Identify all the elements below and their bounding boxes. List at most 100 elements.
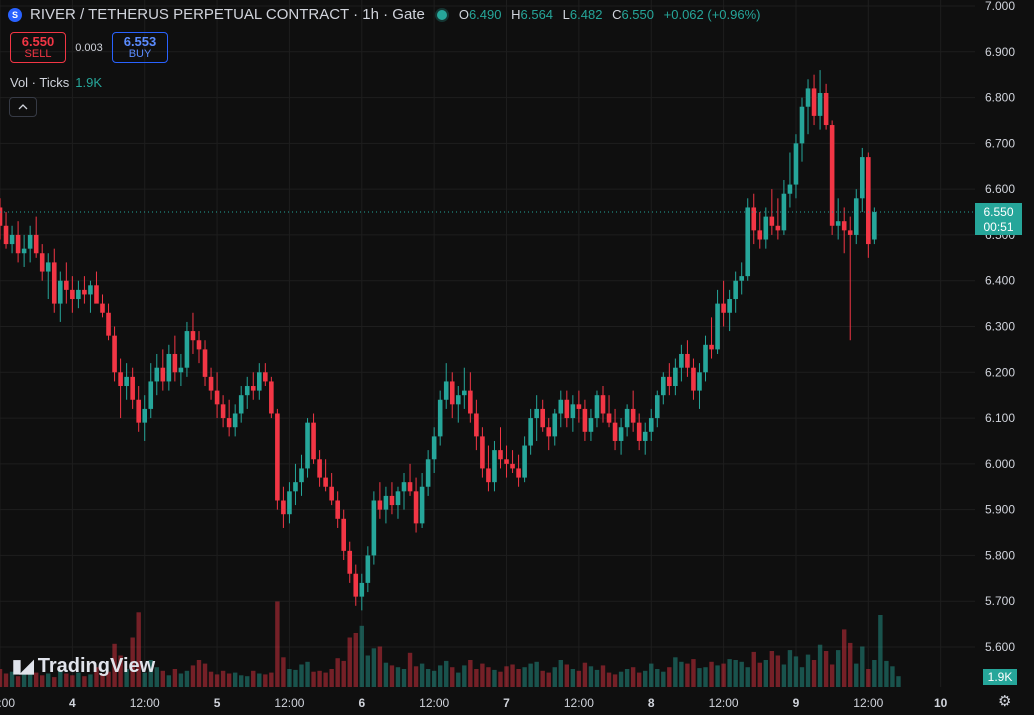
volume-bar — [27, 674, 33, 687]
volume-bar — [389, 665, 395, 687]
sell-label: SELL — [24, 47, 52, 60]
volume-bar — [124, 669, 129, 687]
volume-bar — [160, 670, 166, 687]
candle-body — [317, 459, 322, 478]
volume-bar — [58, 670, 63, 687]
candle-body — [805, 88, 811, 107]
volume-bar — [733, 660, 738, 687]
volume-bar — [534, 661, 539, 687]
volume-bar — [842, 629, 847, 687]
candle-body — [281, 500, 286, 515]
logo-text: TradingView — [37, 655, 156, 677]
symbol-logo-icon[interactable]: S — [8, 7, 22, 22]
volume-bar — [751, 651, 756, 687]
candle-body — [353, 573, 359, 597]
volume-bar — [510, 664, 515, 687]
volume-bar — [305, 661, 310, 687]
volume-bar — [504, 666, 509, 687]
candle-body — [715, 303, 720, 350]
volume-bar — [419, 663, 425, 687]
price-axis[interactable]: 7.0006.9006.8006.7006.6006.5006.4006.300… — [985, 0, 1015, 654]
tradingview-logo[interactable]: ▮◢ TradingView — [12, 655, 155, 678]
volume-bar — [94, 667, 99, 687]
candle-body — [600, 395, 606, 414]
volume-bar — [854, 663, 859, 687]
volume-bar — [727, 659, 732, 687]
candle-body — [474, 413, 479, 437]
candle-body — [124, 376, 129, 387]
candle-body — [673, 367, 678, 387]
buy-button[interactable]: 6.553 BUY — [112, 32, 168, 63]
volume-bar — [462, 665, 467, 687]
change-value: +0.062 (+0.96%) — [663, 7, 761, 22]
volume-bar — [395, 667, 401, 687]
candle-body — [552, 413, 558, 437]
volume-bar — [450, 667, 455, 687]
candle-body — [118, 372, 123, 387]
volume-bar — [154, 667, 159, 687]
candle-body — [275, 413, 280, 501]
volume-legend-value: 1.9K — [75, 75, 102, 90]
candle-body — [335, 500, 340, 519]
candle-body — [431, 436, 437, 460]
candle-body — [256, 372, 262, 391]
candle-body — [859, 157, 865, 199]
volume-bar — [0, 669, 3, 687]
candle-body — [594, 395, 600, 419]
settings-gear-icon[interactable]: ⚙ — [998, 693, 1012, 710]
sell-button[interactable]: 6.550 SELL — [10, 32, 66, 63]
price-tick-label: 6.300 — [985, 320, 1015, 334]
candle-body — [130, 376, 135, 400]
volume-bar — [498, 671, 503, 687]
candle-body — [250, 386, 256, 391]
volume-bar — [522, 667, 527, 687]
volume-bar — [323, 672, 328, 687]
volume-bar — [299, 664, 304, 687]
candle-body — [823, 92, 829, 126]
volume-bar — [136, 612, 141, 687]
candle-body — [401, 482, 407, 492]
candle-body — [449, 381, 455, 405]
volume-bar — [287, 669, 292, 687]
candle-body — [287, 491, 292, 515]
volume-bar — [46, 673, 51, 687]
volume-bar — [40, 675, 45, 687]
volume-bar — [251, 670, 256, 687]
candle-body — [232, 413, 238, 428]
volume-bar — [112, 643, 117, 687]
volume-bar — [263, 674, 268, 687]
collapse-legend-button[interactable] — [9, 97, 37, 117]
candle-body — [238, 395, 244, 414]
candle-body — [347, 550, 353, 574]
volume-bar — [739, 661, 744, 687]
last-price-value: 6.550 — [983, 205, 1014, 219]
volume-bar — [866, 669, 871, 687]
volume-bar — [685, 663, 690, 687]
candle-body — [661, 376, 666, 396]
volume-bar — [444, 660, 449, 687]
volume-bar — [232, 672, 238, 687]
time-tick-label: 6 — [358, 696, 365, 710]
candle-body — [576, 404, 582, 409]
volume-bar — [317, 670, 322, 687]
volume-bar — [118, 655, 123, 687]
time-tick-label: 12:00 — [130, 696, 160, 710]
candle-body — [721, 303, 726, 313]
open-value: 6.490 — [468, 7, 502, 22]
candle-body — [160, 367, 166, 382]
volume-legend[interactable]: Vol · Ticks 1.9K — [10, 75, 102, 90]
candle-body — [184, 331, 190, 368]
symbol-title[interactable]: RIVER / TETHERUS PERPETUAL CONTRACT · 1h… — [30, 6, 425, 23]
candle-body — [365, 555, 371, 583]
market-status-dot-icon[interactable] — [436, 9, 447, 20]
time-axis[interactable]: 12:00 4 12:00 5 12:00 6 12:00 7 12:00 8 12:00 9 12:0… — [0, 696, 948, 710]
candle-body — [540, 408, 545, 428]
volume-bar — [52, 677, 57, 687]
candle-body — [341, 518, 347, 551]
volume-bar — [649, 663, 654, 687]
candle-body — [751, 207, 757, 231]
volume-bar — [679, 661, 684, 687]
candle-body — [679, 353, 684, 368]
candle-body — [522, 445, 527, 478]
